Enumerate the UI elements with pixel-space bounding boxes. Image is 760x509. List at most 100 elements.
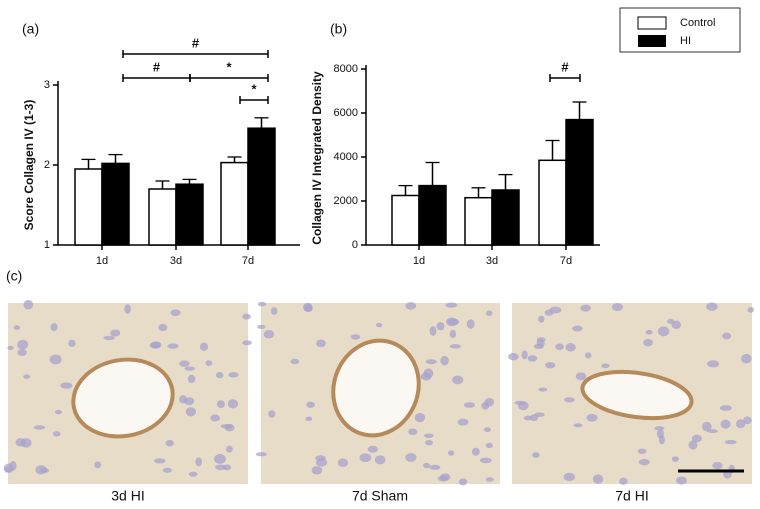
cell [103,335,115,341]
panel-label: (b) [330,21,347,37]
bar [538,159,567,246]
cell [485,442,493,449]
significance-label: # [153,59,161,74]
cell [707,429,718,434]
cell [167,343,179,349]
cell [374,455,386,465]
cell [110,329,121,337]
cell [49,354,62,365]
cell [290,358,300,365]
cell [187,374,196,384]
cell [68,339,76,348]
cell [17,348,27,357]
cell [448,450,455,456]
cell [532,452,540,458]
y-tick-label: 4000 [334,151,358,163]
cell [311,465,323,475]
cell [691,434,702,443]
cell [228,372,239,378]
cell [611,303,624,312]
cell [638,458,650,466]
cell [213,454,226,464]
bar [74,168,103,246]
cell [424,433,434,439]
cell [423,462,431,469]
cell [195,457,203,467]
cell [315,458,328,467]
cell [124,304,131,314]
cell [643,338,653,347]
cell [485,477,494,482]
cell [170,309,181,317]
cell [227,399,239,409]
vessel [331,338,421,438]
cell [13,325,21,330]
cell [452,375,464,385]
cell [565,343,576,352]
cell [479,457,492,464]
cell [458,478,468,486]
cell [671,456,679,463]
cell [23,299,34,310]
cell [440,355,449,366]
cell [154,458,166,464]
cell [20,438,32,448]
cell [747,306,755,313]
cell [584,352,592,359]
cell [667,318,675,325]
cell [425,439,433,446]
cell [538,387,548,392]
x-tick-label: 1d [96,255,108,267]
cell [216,400,225,409]
cell [523,415,533,421]
cell [449,344,461,349]
cell [257,301,267,307]
cell [215,464,226,471]
cell [657,326,670,337]
x-tick-label: 7d [242,255,254,267]
cell [707,360,720,368]
cell [359,453,372,463]
y-tick-label: 0 [352,239,358,251]
cell [408,428,418,436]
vessel [71,357,175,439]
cell [619,477,628,485]
cell [463,402,476,408]
bar [247,127,276,246]
cell [573,423,583,428]
cell [457,418,469,426]
cell [645,329,653,335]
cell [337,458,349,467]
cell [425,359,437,365]
cell [564,397,575,403]
micrograph [508,302,755,485]
cell [436,322,445,331]
cell [242,313,251,320]
cell [367,445,379,453]
significance-label: * [251,81,257,96]
cell [94,461,102,469]
cell [162,467,173,473]
cell [405,453,417,462]
cell [305,416,313,421]
cell [534,412,545,417]
cell [637,448,647,454]
cell [306,401,315,408]
y-tick-label: 2 [44,159,50,171]
cell [257,324,266,329]
cell [210,414,221,422]
cell [538,315,545,323]
cell [601,363,610,369]
cell [184,366,195,371]
cell [712,461,723,470]
bar [101,162,130,246]
y-axis-label: Score Collagen IV (1-3) [22,100,36,231]
y-axis-label: Collagen IV Integrated Density [310,71,324,245]
cell [471,447,480,456]
legend-swatch [638,35,666,47]
cell [165,439,174,447]
cell [60,382,73,389]
micrograph [255,301,500,486]
bar [391,194,420,246]
